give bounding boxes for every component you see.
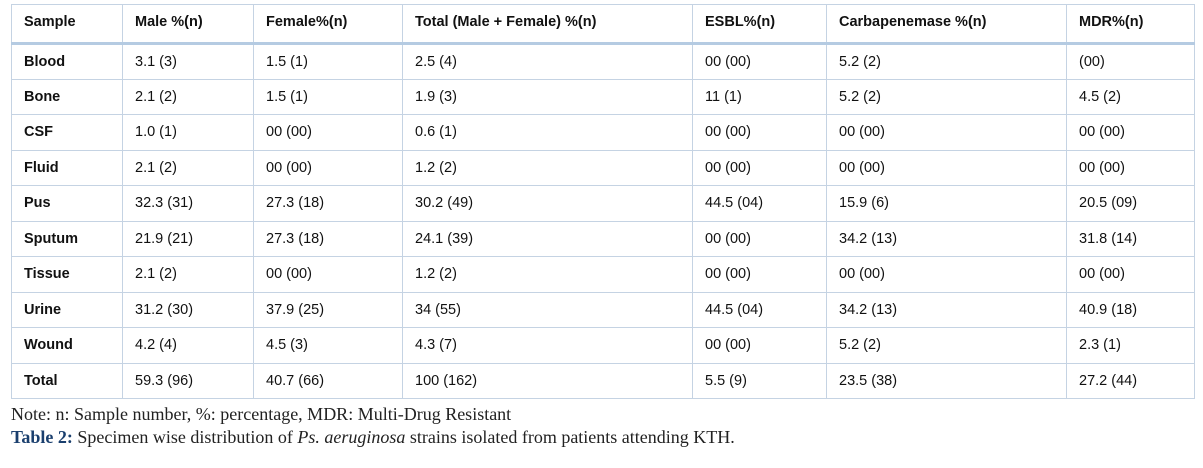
table-cell: 11 (1) <box>692 78 827 115</box>
table-cell: 2.1 (2) <box>122 256 254 293</box>
table-cell: 40.9 (18) <box>1066 291 1195 328</box>
table-cell: 00 (00) <box>826 256 1067 293</box>
table-cell: 27.3 (18) <box>253 185 403 222</box>
caption-organism-name: Ps. aeruginosa <box>297 427 406 447</box>
table-cell: 00 (00) <box>692 149 827 186</box>
data-table: Sample Male %(n) Female%(n) Total (Male + F… <box>11 4 1195 399</box>
table-cell: 34.2 (13) <box>826 220 1067 257</box>
table-cell: 00 (00) <box>692 114 827 151</box>
table-cell: 4.5 (2) <box>1066 78 1195 115</box>
table-cell: 00 (00) <box>692 327 827 364</box>
table-cell: 34.2 (13) <box>826 291 1067 328</box>
table-cell: 44.5 (04) <box>692 185 827 222</box>
table-cell: 00 (00) <box>692 220 827 257</box>
table-cell: 23.5 (38) <box>826 362 1067 399</box>
table-cell: 31.8 (14) <box>1066 220 1195 257</box>
row-label-cell: Urine <box>11 291 123 328</box>
row-label-cell: Wound <box>11 327 123 364</box>
table-cell: 00 (00) <box>1066 149 1195 186</box>
table-caption: Table 2: Specimen wise distribution of P… <box>11 426 1194 449</box>
table-cell: 2.1 (2) <box>122 78 254 115</box>
table-row: Bone 2.1 (2) 1.5 (1) 1.9 (3) 11 (1) 5.2 (2) 4.… <box>11 78 1195 115</box>
table-cell: 00 (00) <box>692 43 827 80</box>
table-cell: 2.5 (4) <box>402 43 693 80</box>
table-cell: 40.7 (66) <box>253 362 403 399</box>
column-header: Carbapenemase %(n) <box>826 4 1067 45</box>
column-header: Female%(n) <box>253 4 403 45</box>
table-row: Tissue 2.1 (2) 00 (00) 1.2 (2) 00 (00) 00 (00… <box>11 256 1195 293</box>
row-label-cell: Sputum <box>11 220 123 257</box>
table-cell: 3.1 (3) <box>122 43 254 80</box>
table-cell: 5.5 (9) <box>692 362 827 399</box>
table-cell: 0.6 (1) <box>402 114 693 151</box>
table-cell: 1.0 (1) <box>122 114 254 151</box>
table-cell: 00 (00) <box>692 256 827 293</box>
table-cell: 30.2 (49) <box>402 185 693 222</box>
row-label-cell: Total <box>11 362 123 399</box>
table-body: Blood 3.1 (3) 1.5 (1) 2.5 (4) 00 (00) 5.2 (2)… <box>11 43 1195 399</box>
table-cell: 1.5 (1) <box>253 78 403 115</box>
table-cell: 31.2 (30) <box>122 291 254 328</box>
table-cell: 00 (00) <box>826 114 1067 151</box>
table-cell: 2.3 (1) <box>1066 327 1195 364</box>
table-cell: 00 (00) <box>826 149 1067 186</box>
table-cell: 24.1 (39) <box>402 220 693 257</box>
table-cell: 00 (00) <box>253 149 403 186</box>
column-header: Male %(n) <box>122 4 254 45</box>
row-label-cell: Bone <box>11 78 123 115</box>
table-cell: 27.3 (18) <box>253 220 403 257</box>
table-cell: 1.5 (1) <box>253 43 403 80</box>
row-label-cell: Pus <box>11 185 123 222</box>
table-cell: 4.5 (3) <box>253 327 403 364</box>
row-label-cell: Tissue <box>11 256 123 293</box>
table-cell: 100 (162) <box>402 362 693 399</box>
table-cell: 20.5 (09) <box>1066 185 1195 222</box>
table-note: Note: n: Sample number, %: percentage, M… <box>11 404 512 424</box>
table-figure: Sample Male %(n) Female%(n) Total (Male + F… <box>11 4 1195 449</box>
caption-text-after: strains isolated from patients attending… <box>405 427 735 447</box>
column-header: ESBL%(n) <box>692 4 827 45</box>
table-cell: 4.3 (7) <box>402 327 693 364</box>
caption-text-before: Specimen wise distribution of <box>72 427 298 447</box>
table-row: Pus 32.3 (31) 27.3 (18) 30.2 (49) 44.5 (04) 1… <box>11 185 1195 222</box>
table-cell: 00 (00) <box>253 114 403 151</box>
column-header: Total (Male + Female) %(n) <box>402 4 693 45</box>
table-cell: 37.9 (25) <box>253 291 403 328</box>
table-row: Sputum 21.9 (21) 27.3 (18) 24.1 (39) 00 (00)… <box>11 220 1195 257</box>
table-cell: 4.2 (4) <box>122 327 254 364</box>
table-row: Wound 4.2 (4) 4.5 (3) 4.3 (7) 00 (00) 5.2 (2)… <box>11 327 1195 364</box>
table-cell: 5.2 (2) <box>826 43 1067 80</box>
table-header-row: Sample Male %(n) Female%(n) Total (Male + F… <box>11 4 1195 45</box>
row-label-cell: Fluid <box>11 149 123 186</box>
table-row: Blood 3.1 (3) 1.5 (1) 2.5 (4) 00 (00) 5.2 (2)… <box>11 43 1195 80</box>
table-cell: 44.5 (04) <box>692 291 827 328</box>
table-cell: 00 (00) <box>1066 114 1195 151</box>
row-label-cell: CSF <box>11 114 123 151</box>
table-row: Total 59.3 (96) 40.7 (66) 100 (162) 5.5 (9) 2… <box>11 362 1195 399</box>
table-cell: 1.2 (2) <box>402 256 693 293</box>
table-row: Fluid 2.1 (2) 00 (00) 1.2 (2) 00 (00) 00 (00)… <box>11 149 1195 186</box>
row-label-cell: Blood <box>11 43 123 80</box>
table-cell: 21.9 (21) <box>122 220 254 257</box>
table-cell: (00) <box>1066 43 1195 80</box>
table-cell: 00 (00) <box>1066 256 1195 293</box>
table-cell: 1.9 (3) <box>402 78 693 115</box>
table-cell: 00 (00) <box>253 256 403 293</box>
table-cell: 34 (55) <box>402 291 693 328</box>
table-cell: 5.2 (2) <box>826 327 1067 364</box>
table-cell: 15.9 (6) <box>826 185 1067 222</box>
caption-label: Table 2: <box>11 427 73 447</box>
table-cell: 5.2 (2) <box>826 78 1067 115</box>
table-row: CSF 1.0 (1) 00 (00) 0.6 (1) 00 (00) 00 (00) 00… <box>11 114 1195 151</box>
table-cell: 2.1 (2) <box>122 149 254 186</box>
table-cell: 1.2 (2) <box>402 149 693 186</box>
column-header: Sample <box>11 4 123 45</box>
table-row: Urine 31.2 (30) 37.9 (25) 34 (55) 44.5 (04) 3… <box>11 291 1195 328</box>
table-cell: 32.3 (31) <box>122 185 254 222</box>
column-header: MDR%(n) <box>1066 4 1195 45</box>
table-cell: 27.2 (44) <box>1066 362 1195 399</box>
table-cell: 59.3 (96) <box>122 362 254 399</box>
